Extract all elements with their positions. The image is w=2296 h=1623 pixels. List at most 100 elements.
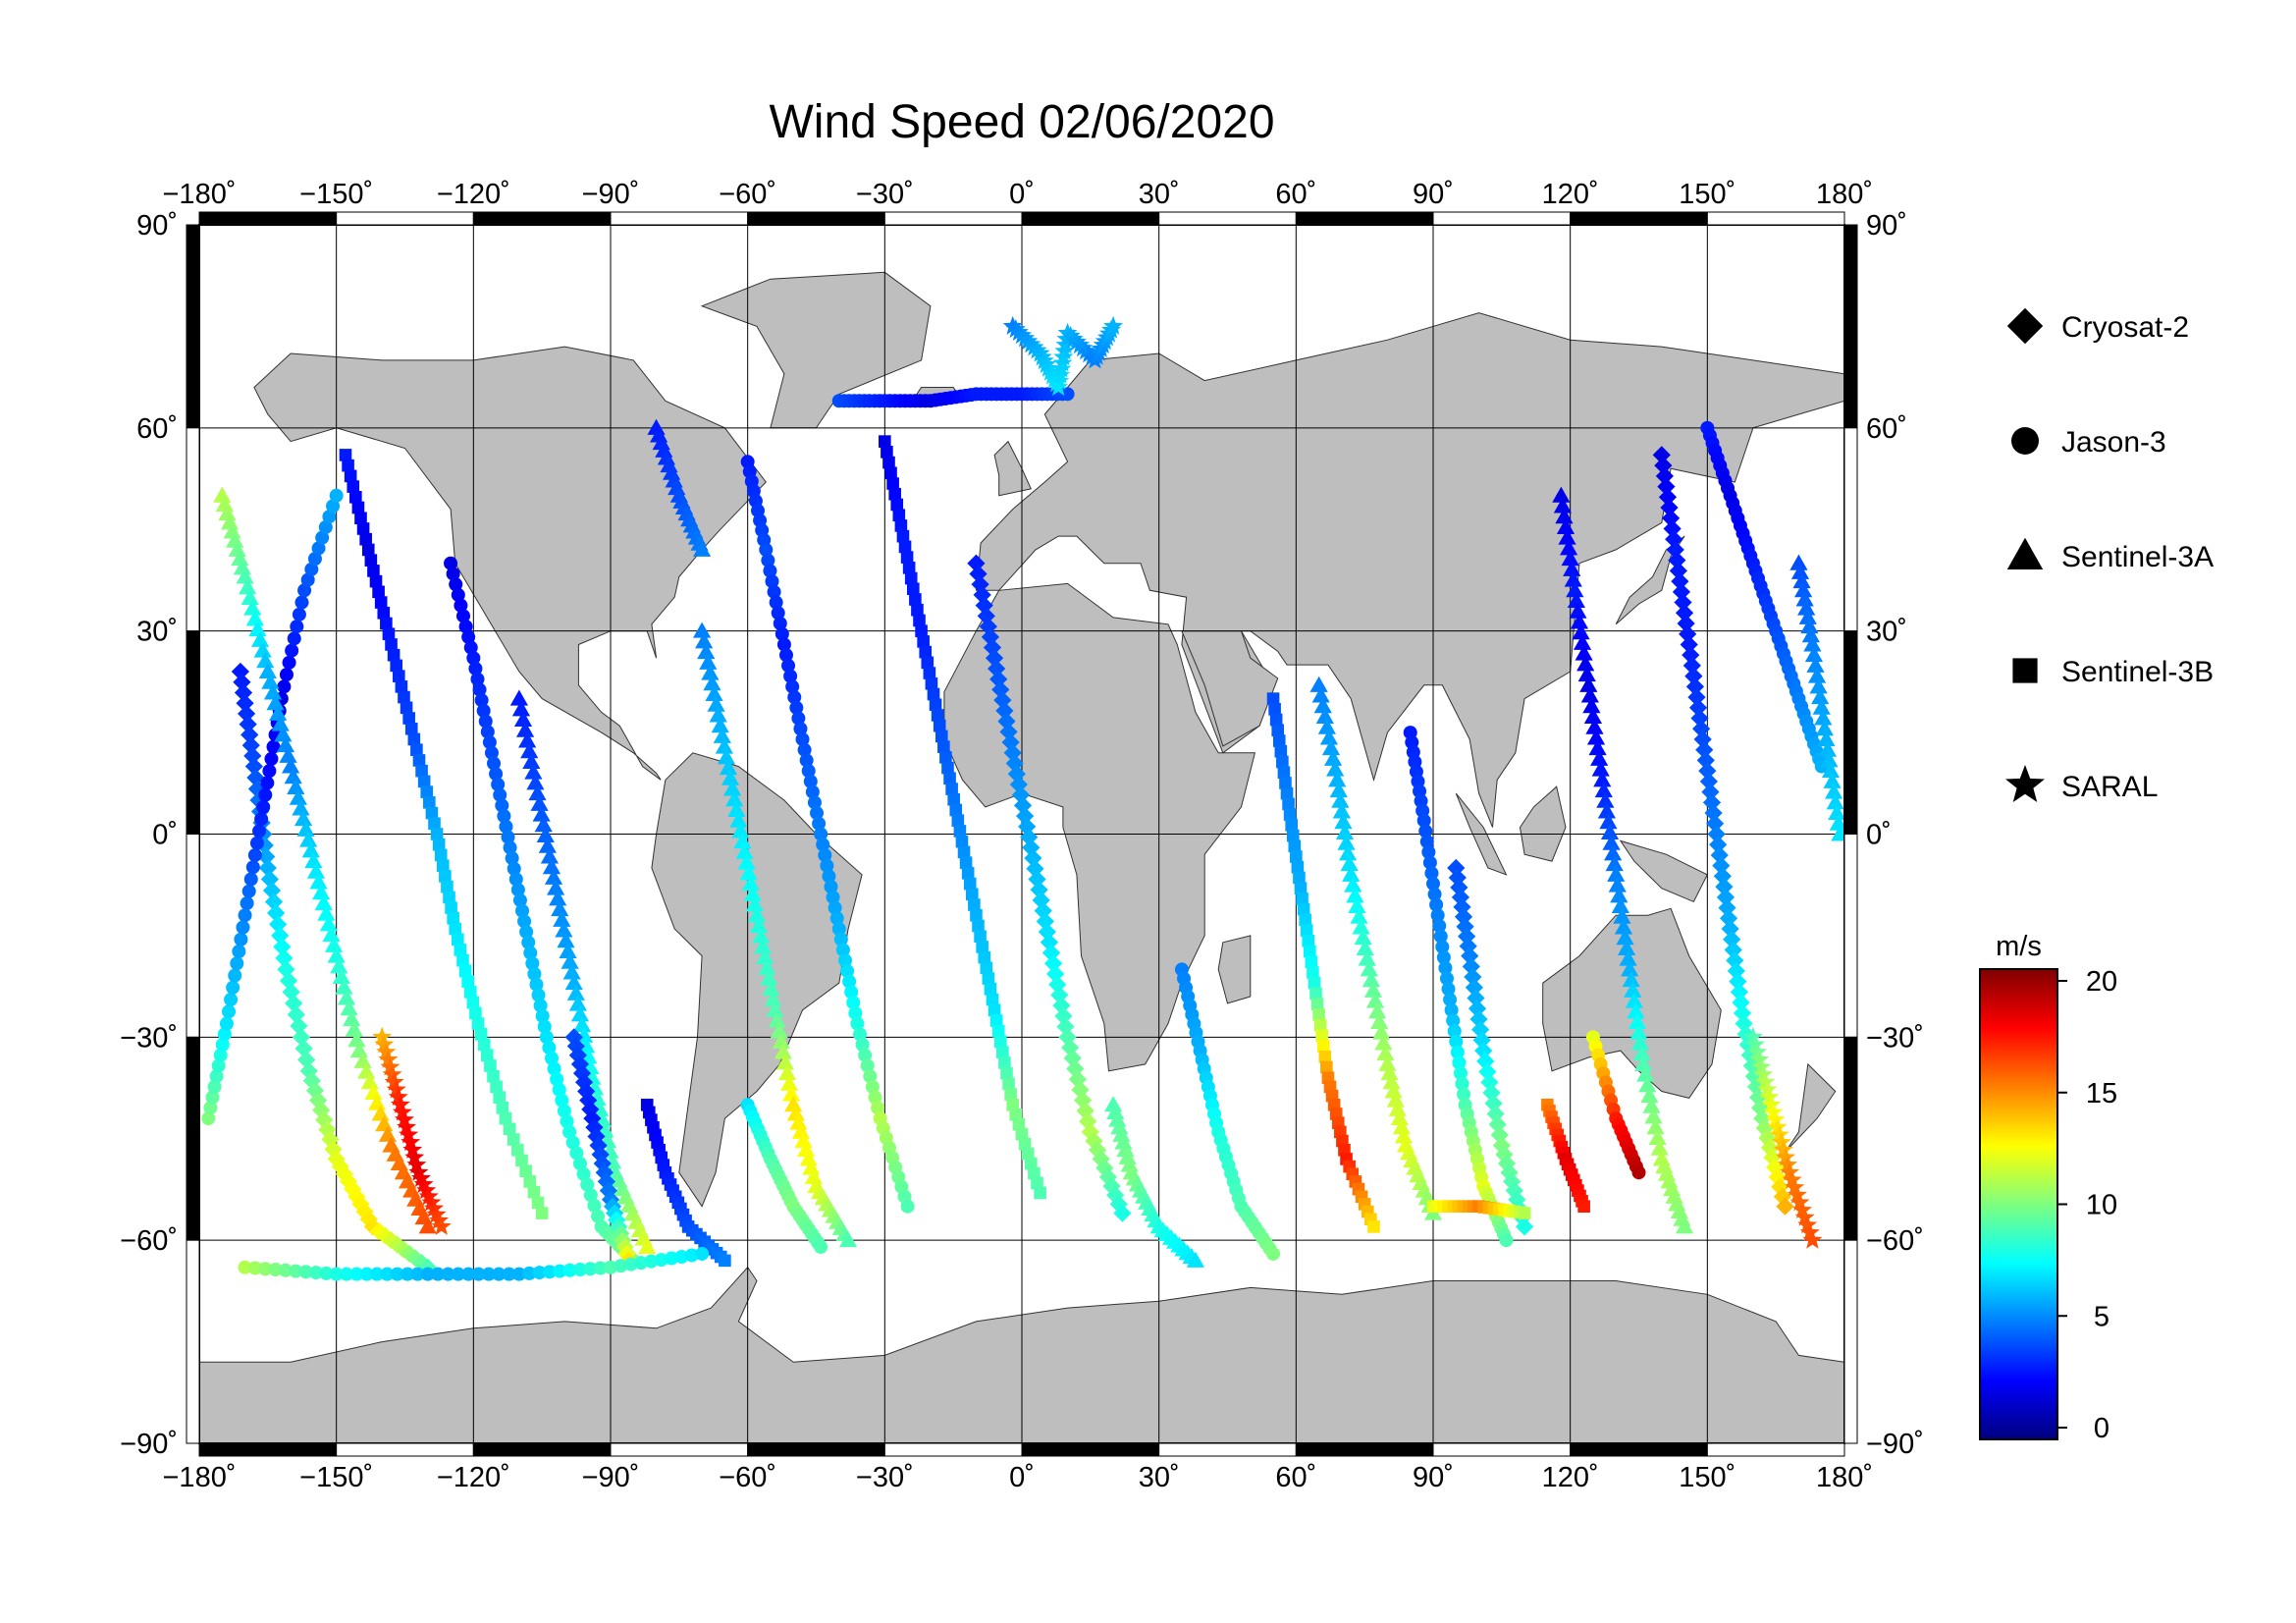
wind-point-square (519, 1164, 532, 1177)
wind-point-diamond (1661, 509, 1681, 527)
wind-point-circle (487, 756, 502, 771)
wind-point-circle (1429, 897, 1444, 912)
wind-point-square (939, 751, 952, 764)
wind-point-triangle (797, 1141, 816, 1158)
wind-point-triangle (1619, 949, 1637, 966)
wind-point-diamond (271, 926, 290, 946)
frame-segment-bottom (747, 1442, 885, 1457)
wind-point-square (904, 571, 918, 585)
wind-point-triangle (282, 757, 300, 774)
wind-point-triangle (1335, 823, 1355, 839)
wind-point-diamond (1687, 687, 1706, 707)
wind-point-square (915, 624, 928, 637)
frame-segment-left (186, 427, 200, 632)
wind-point-triangle (762, 980, 780, 997)
wind-point-circle (307, 552, 322, 567)
wind-point-circle (532, 1266, 547, 1280)
wind-point-circle (319, 1266, 334, 1280)
frame-segment-top (610, 211, 749, 226)
wind-point-star (1051, 358, 1072, 378)
wind-point-triangle (1820, 751, 1839, 768)
wind-point-triangle (766, 1001, 784, 1017)
wind-point-diamond (969, 565, 988, 583)
wind-point-triangle (509, 689, 528, 706)
frame-segment-right (1843, 1239, 1858, 1444)
wind-point-triangle (1585, 718, 1604, 734)
colorbar: m/s 0 5 10 15 20 (1979, 931, 2117, 1444)
wind-point-triangle (1583, 707, 1603, 724)
wind-point-triangle (703, 675, 721, 691)
frame-segment-right (1843, 630, 1858, 836)
lon-tick-label-bottom: −30˚ (856, 1462, 914, 1493)
wind-point-triangle (1567, 591, 1585, 609)
wind-point-triangle (1344, 876, 1362, 893)
wind-point-star (1782, 1169, 1802, 1189)
wind-point-square (1268, 703, 1281, 716)
wind-point-triangle (1818, 740, 1838, 757)
wind-point-circle (1433, 929, 1448, 944)
wind-point-square (961, 867, 975, 880)
land-new-zealand (1785, 1062, 1837, 1153)
wind-point-circle (444, 556, 458, 570)
wind-point-diamond (583, 1109, 602, 1128)
wind-point-triangle (367, 1094, 387, 1110)
wind-point-triangle (1811, 687, 1830, 705)
wind-point-diamond (1459, 937, 1477, 955)
wind-point-triangle (276, 736, 295, 753)
wind-point-triangle (1829, 814, 1844, 831)
wind-point-star (382, 1064, 402, 1084)
wind-point-square (955, 835, 969, 848)
wind-point-square (451, 933, 464, 947)
wind-point-square (412, 754, 426, 767)
wind-point-square (1276, 755, 1289, 769)
frame-segment-bottom (1295, 1442, 1434, 1457)
wind-point-triangle (1358, 949, 1376, 966)
wind-point-circle (390, 1267, 404, 1281)
wind-point-triangle (1632, 1045, 1651, 1061)
wind-point-circle (781, 658, 796, 673)
wind-point-triangle (754, 938, 773, 954)
wind-point-diamond (287, 1005, 305, 1024)
wind-point-diamond (1113, 1204, 1132, 1222)
wind-point-triangle (520, 742, 539, 759)
wind-point-diamond (1690, 709, 1709, 728)
wind-point-triangle (1552, 486, 1571, 503)
wind-point-square (1274, 744, 1288, 758)
wind-point-circle (260, 776, 275, 790)
wind-point-triangle (1605, 855, 1624, 872)
wind-point-square (430, 828, 444, 840)
wind-point-triangle (723, 780, 742, 796)
wind-point-square (474, 1027, 488, 1041)
wind-point-star (1021, 334, 1041, 353)
wind-point-square (879, 435, 891, 448)
wind-point-triangle (1648, 1128, 1667, 1145)
wind-point-square (719, 1254, 731, 1268)
wind-point-square (423, 796, 436, 809)
frame-segment-left (186, 630, 200, 836)
wind-point-circle (230, 956, 244, 971)
wind-point-circle (778, 648, 793, 663)
wind-point-triangle (1616, 929, 1634, 946)
wind-point-triangle (1576, 655, 1595, 672)
wind-point-triangle (1332, 802, 1351, 819)
wind-point-circle (553, 1264, 567, 1278)
wind-point-diamond (1719, 909, 1738, 928)
wind-point-triangle (312, 884, 331, 900)
wind-point-square (1015, 1127, 1029, 1141)
wind-point-triangle (1360, 960, 1378, 977)
wind-point-square (892, 509, 906, 521)
wind-point-square (1315, 1029, 1329, 1043)
wind-point-square (447, 911, 459, 925)
frame-segment-right (1843, 834, 1858, 1038)
wind-point-triangle (774, 1043, 792, 1059)
wind-point-triangle (1629, 1023, 1648, 1040)
wind-point-diamond (1652, 446, 1671, 464)
wind-point-square (428, 817, 441, 831)
wind-point-square (1002, 1077, 1015, 1091)
wind-point-diamond (1713, 867, 1732, 886)
wind-point-triangle (1624, 981, 1642, 998)
wind-point-square (374, 596, 388, 609)
wind-point-square (1296, 893, 1308, 905)
wind-point-triangle (1575, 644, 1593, 661)
wind-point-square (499, 1111, 512, 1125)
